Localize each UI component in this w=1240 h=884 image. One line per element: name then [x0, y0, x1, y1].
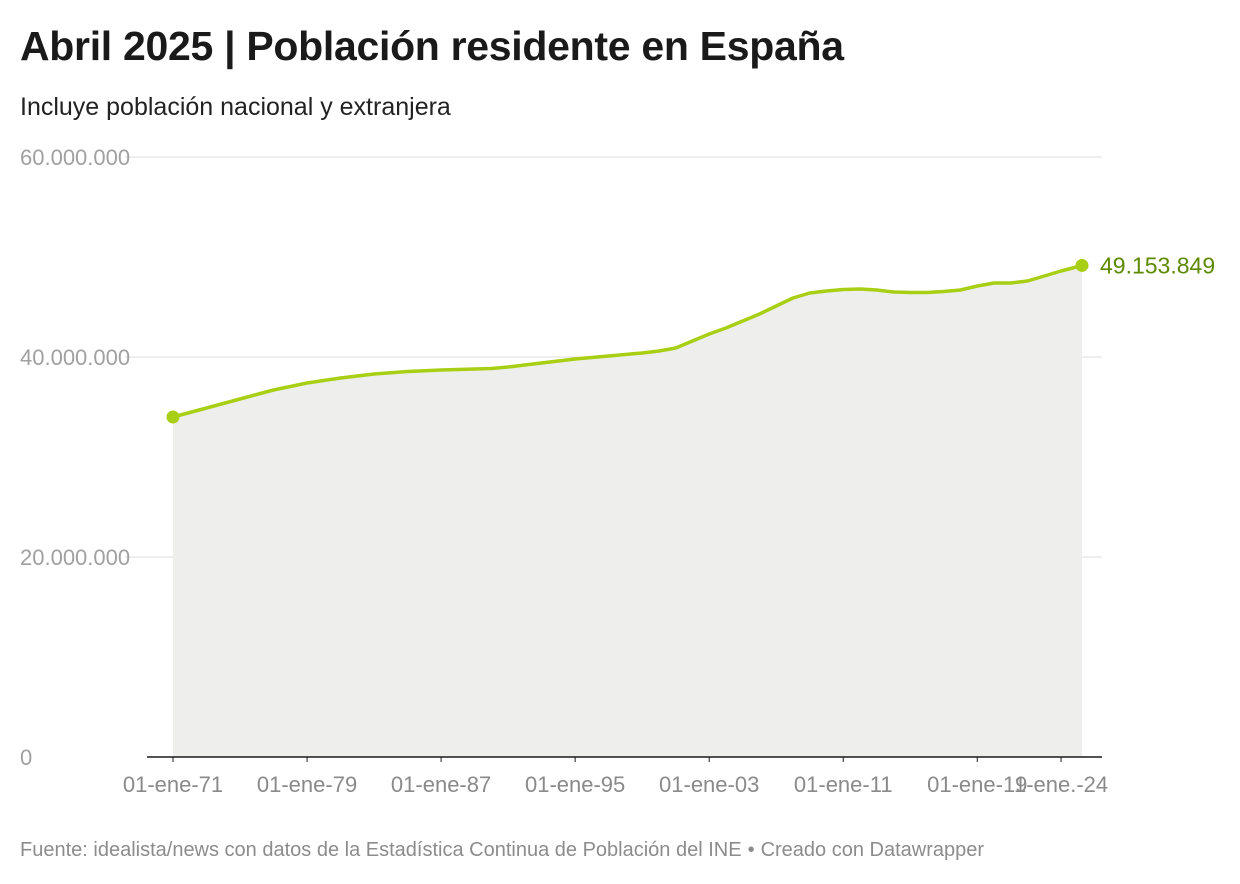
source-note: Fuente: idealista/news con datos de la E…	[20, 839, 742, 861]
population-series-line	[171, 263, 1084, 419]
y-axis-tick-labels: 0 20.000.000 40.000.000 60.000.000	[20, 145, 130, 770]
x-tick-label: 01-ene-11	[794, 772, 893, 797]
y-tick-label: 40.000.000	[20, 345, 130, 370]
x-tick-label: 01-ene-79	[257, 772, 357, 797]
x-tick-label: 1-ene.-24	[1014, 772, 1108, 797]
chart-title: Abril 2025 | Población residente en Espa…	[20, 23, 844, 69]
population-area-fill	[173, 265, 1082, 757]
series-end-point	[1075, 258, 1089, 272]
y-tick-label: 20.000.000	[20, 545, 130, 570]
x-tick-label: 01-ene-95	[525, 772, 625, 797]
x-tick-label: 01-ene-71	[123, 772, 223, 797]
footer-separator: •	[747, 839, 755, 861]
chart-footer: Fuente: idealista/news con datos de la E…	[20, 836, 984, 864]
y-tick-label: 60.000.000	[20, 145, 130, 170]
series-start-point	[166, 410, 180, 424]
x-tick-label: 01-ene-87	[391, 772, 491, 797]
credit-note: Creado con Datawrapper	[760, 839, 985, 861]
x-axis-tick-labels: 01-ene-71 01-ene-79 01-ene-87 01-ene-95 01-e…	[123, 757, 1108, 797]
x-tick-label: 01-ene-19	[927, 772, 1027, 797]
chart-subtitle: Incluye población nacional y extranjera	[20, 93, 451, 121]
y-tick-label: 0	[20, 745, 32, 770]
latest-value-label: 49.153.849	[1100, 252, 1215, 278]
x-tick-label: 01-ene-03	[659, 772, 759, 797]
series-end-markers: 49.153.849	[166, 252, 1215, 424]
